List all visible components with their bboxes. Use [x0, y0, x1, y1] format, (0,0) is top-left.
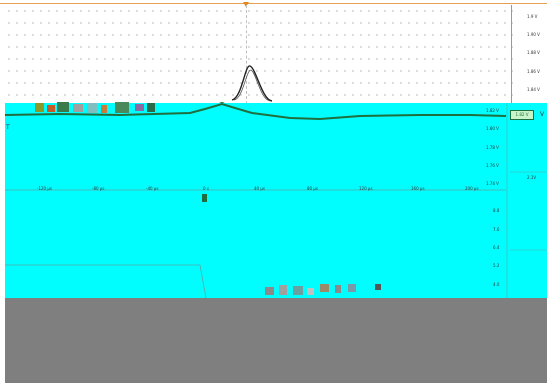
cyan-y-tick: 1.74 V — [486, 181, 499, 186]
x-tick: 40 µs — [254, 186, 265, 191]
cyan-y-tick: 1.76 V — [486, 163, 499, 168]
cyan-lower-extension — [397, 285, 547, 298]
upper-waveform-area — [5, 5, 513, 105]
upper-y-tick: 1.88 V — [527, 50, 540, 55]
toolbar-artifact-cluster[interactable] — [265, 283, 390, 297]
x-tick: 200 µs — [465, 186, 479, 191]
artifact-cluster-left — [35, 101, 160, 115]
cyan-y-tick: 1.80 V — [486, 126, 499, 131]
x-tick: 160 µs — [411, 186, 425, 191]
x-tick: -80 µs — [92, 186, 105, 191]
x-tick: 0 s — [203, 186, 209, 191]
side-readout: 2.1V — [527, 175, 537, 180]
pulse-trace — [231, 65, 273, 102]
right-tick: 4.0 — [493, 282, 500, 287]
left-trigger-marker[interactable]: T — [6, 124, 10, 131]
trigger-position-marker[interactable] — [243, 2, 249, 7]
cyan-y-tick: 1.78 V — [486, 145, 499, 150]
gray-bottom-panel — [5, 298, 547, 383]
upper-y-tick: 1.9 V — [527, 14, 538, 19]
upper-right-border — [511, 5, 512, 105]
upper-y-tick: 1.84 V — [527, 87, 540, 92]
x-tick: 80 µs — [307, 186, 318, 191]
channel-badge-suffix: V — [540, 111, 545, 118]
x-tick: -120 µs — [37, 186, 52, 191]
pulse-trace-shadow — [233, 69, 271, 102]
right-tick: 6.4 — [493, 245, 500, 250]
x-tick: 120 µs — [359, 186, 373, 191]
channel-badge[interactable]: 1.82 V — [510, 110, 534, 120]
upper-y-tick: 1.90 V — [527, 32, 540, 37]
lower-edge-line — [199, 264, 207, 299]
cyan-side-panel — [507, 103, 547, 298]
cyan-waveform-panel — [5, 103, 507, 298]
x-tick: -40 µs — [146, 186, 159, 191]
upper-y-tick: 1.86 V — [527, 69, 540, 74]
trigger-center-line — [246, 5, 247, 185]
right-tick: 5.2 — [493, 263, 500, 268]
right-tick: 8.8 — [493, 208, 500, 213]
top-timebase-bar — [0, 0, 547, 4]
trigger-ground-marker[interactable] — [202, 194, 207, 202]
channel-badge-label: 1.82 V — [515, 112, 529, 117]
right-tick: 7.6 — [493, 227, 500, 232]
cyan-y-tick: 1.82 V — [486, 108, 499, 113]
